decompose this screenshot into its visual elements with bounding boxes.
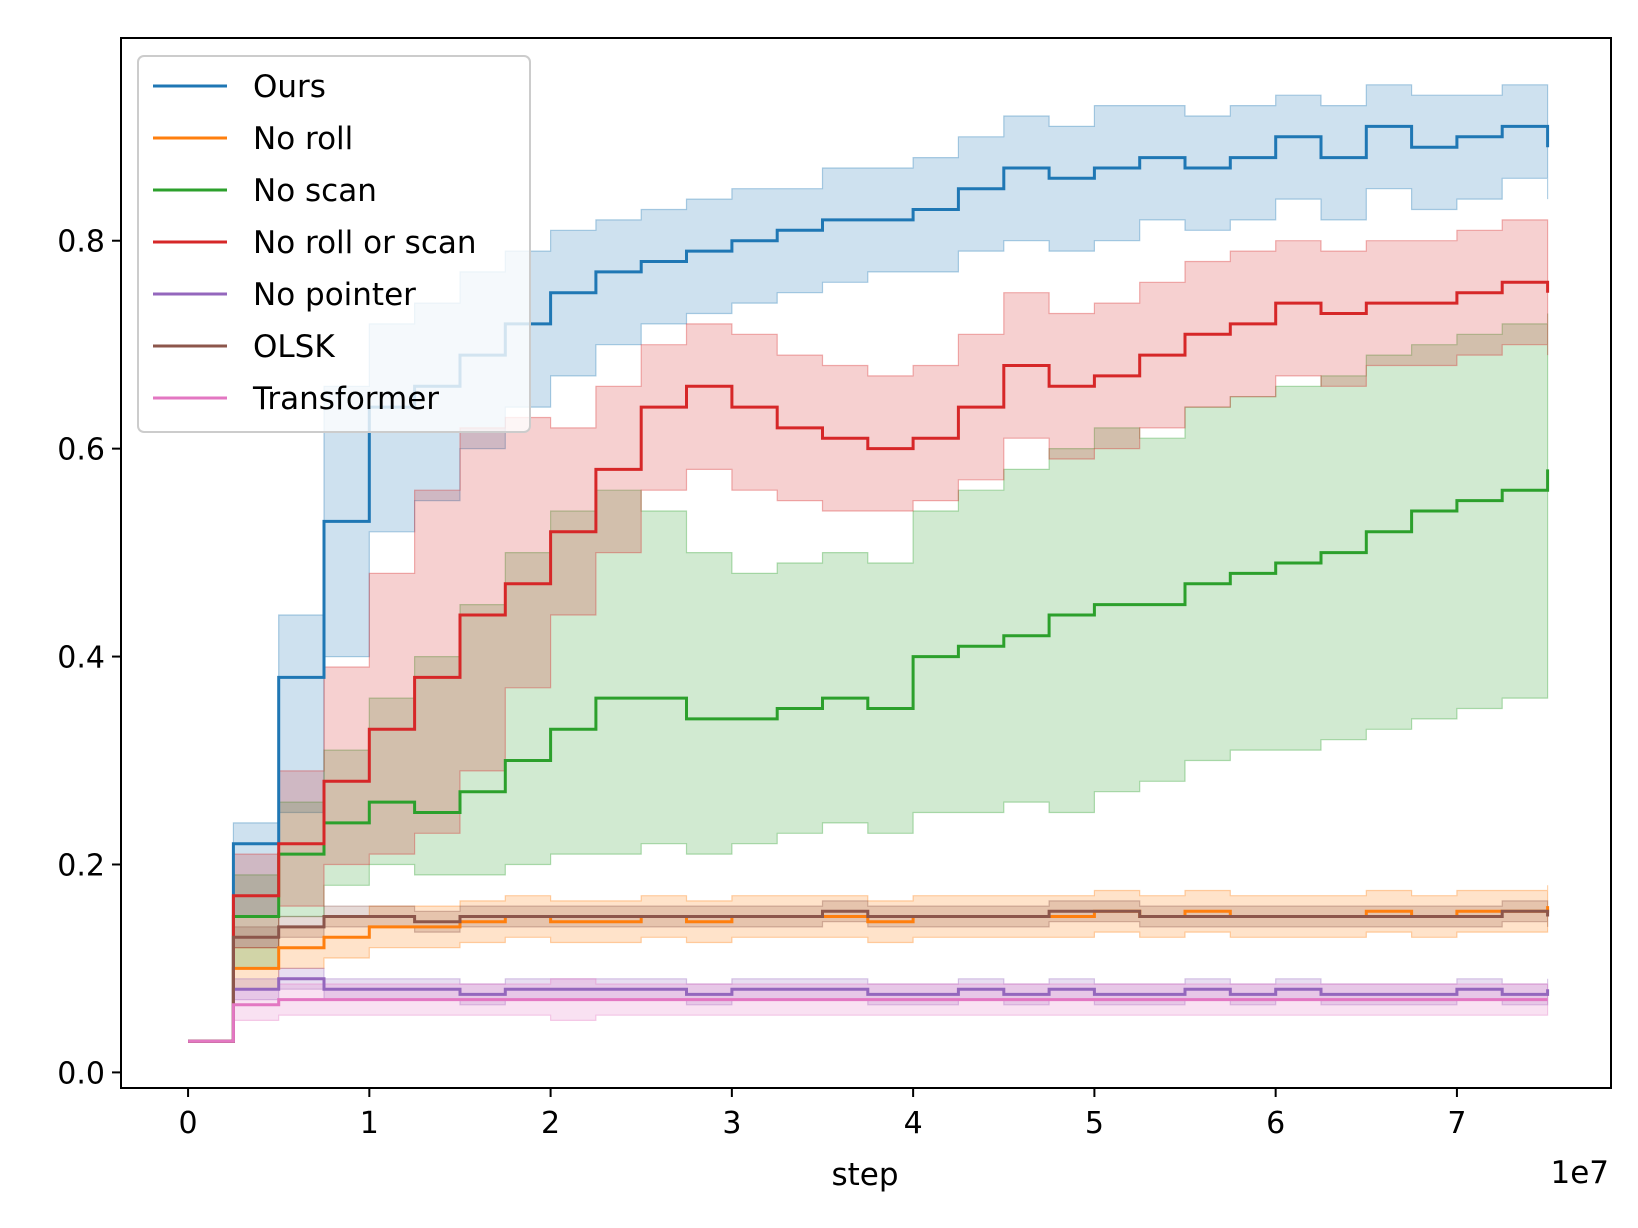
x-tick-label: 6 [1266,1106,1285,1141]
x-tick-label: 1 [360,1106,379,1141]
x-axis-ticks: 0 1 2 3 4 5 6 7 [179,1088,1466,1141]
x-tick-label: 2 [541,1106,560,1141]
y-tick-label: 0.0 [57,1056,105,1091]
legend: Ours No roll No scan No roll or scan No poin… [137,55,531,433]
y-tick-label: 0.8 [57,225,105,260]
y-axis-ticks: 0.0 0.2 0.4 0.6 0.8 [57,225,121,1091]
series-line-no-scan [188,469,1550,1043]
plot-frame [120,37,1612,1089]
series-line-olsk [188,909,1550,1043]
y-tick-label: 0.2 [57,848,105,883]
y-tick-label: 0.4 [57,641,105,676]
legend-label-no-roll: No roll [253,121,353,157]
series-lines [188,124,1550,1043]
legend-box [137,55,531,433]
x-tick-label: 0 [179,1106,198,1141]
series-line-transformer [188,998,1548,1043]
legend-label-transformer: Transformer [252,381,439,417]
band-no-scan [188,313,1549,1042]
x-tick-label: 3 [722,1106,741,1141]
x-tick-label: 4 [904,1106,923,1141]
y-tick-label: 0.6 [57,433,105,468]
series-line-no-pointer [188,977,1550,1043]
x-offset-label: 1e7 [1550,1155,1609,1191]
series-line-no-roll-or-scan [188,280,1550,1043]
legend-label-no-roll-or-scan: No roll or scan [253,225,477,261]
x-tick-label: 5 [1085,1106,1104,1141]
x-tick-label: 7 [1447,1106,1466,1141]
legend-label-no-pointer: No pointer [253,277,416,313]
legend-label-olsk: OLSK [253,329,335,365]
x-axis-title: step [831,1157,898,1193]
legend-label-ours: Ours [253,69,326,105]
legend-label-no-scan: No scan [253,173,377,209]
